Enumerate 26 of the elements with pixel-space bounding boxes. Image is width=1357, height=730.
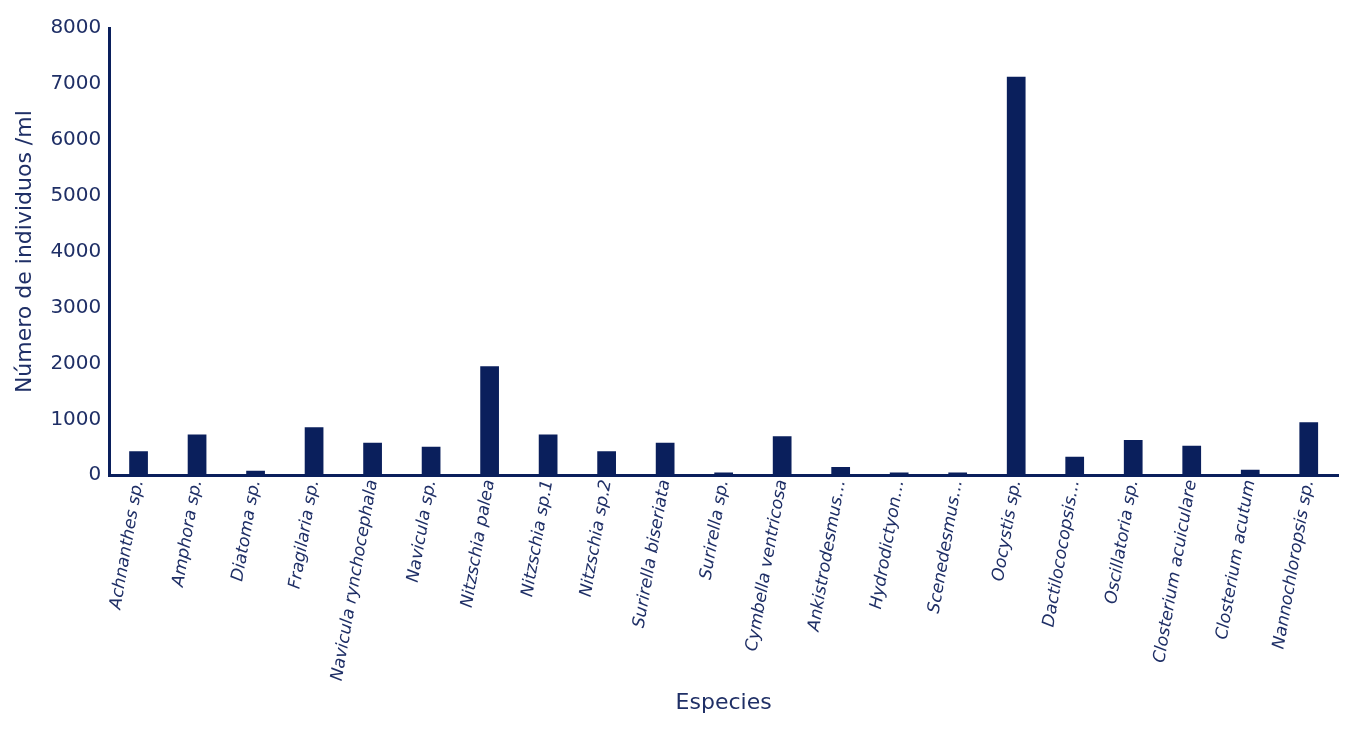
y-tick-label: 0 xyxy=(88,461,102,486)
x-tick-label: Closterium acuiculare xyxy=(1148,478,1201,665)
x-tick-label: Closterium acutum xyxy=(1210,478,1259,642)
x-tick-label: Surirella biseriata xyxy=(627,478,674,630)
x-tick-label: Navicula sp. xyxy=(401,478,440,584)
x-tick-label: Nitzschia palea xyxy=(455,478,498,609)
x-tick-label: Oocystis sp. xyxy=(986,478,1025,583)
x-tick-label: Nitzschia sp.1 xyxy=(516,478,557,599)
x-tick-label: Nitzschia sp.2 xyxy=(574,478,615,599)
x-tick-label: Amphora sp. xyxy=(166,478,206,589)
y-tick-label: 4000 xyxy=(50,237,102,262)
y-tick-label: 6000 xyxy=(50,126,102,151)
x-tick-label: Fragilaria sp. xyxy=(283,478,323,591)
y-tick-label: 2000 xyxy=(50,349,102,374)
x-tick-label: Diatoma sp. xyxy=(226,478,264,583)
x-tick-label: Oscillatoria sp. xyxy=(1099,478,1142,606)
y-tick-label: 1000 xyxy=(50,405,102,430)
x-tick-label: Cymbella ventricosa xyxy=(740,478,791,653)
y-tick-label: 5000 xyxy=(50,181,102,206)
y-tick-label: 3000 xyxy=(50,293,102,318)
y-tick-label: 7000 xyxy=(50,70,102,95)
y-axis-title: Número de individuos /ml xyxy=(10,110,36,394)
x-axis-title: Especies xyxy=(675,688,772,714)
x-tick-label: Achnanthes sp. xyxy=(104,478,147,612)
x-tick-label: Surirella sp. xyxy=(694,478,732,582)
y-tick-label: 8000 xyxy=(50,14,102,39)
